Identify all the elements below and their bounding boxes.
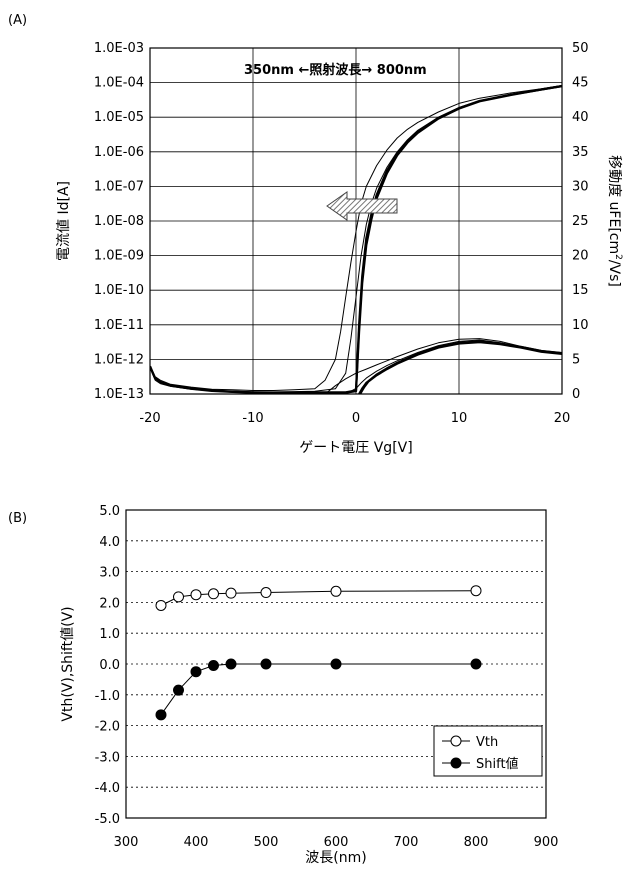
data-point-1 <box>191 667 201 677</box>
data-point-1 <box>209 661 219 671</box>
y-right-tick-label: 40 <box>572 110 589 125</box>
chart-a-ylabel-left: 電流値 Id[A] <box>56 181 72 261</box>
y-tick-label: -2.0 <box>95 720 120 735</box>
data-point-0 <box>191 590 201 600</box>
chart-b-ylabel: Vth(V),Shift値(V) <box>60 606 76 721</box>
y-left-tick-label: 1.0E-11 <box>94 318 144 333</box>
y-right-tick-label: 50 <box>572 41 589 56</box>
data-point-0 <box>471 586 481 596</box>
series-line-1 <box>161 664 476 715</box>
panel-label-b: (B) <box>8 511 27 526</box>
y-right-tick-label: 0 <box>572 387 580 402</box>
y-tick-label: 1.0 <box>99 627 120 642</box>
x-tick-label: 300 <box>114 835 139 850</box>
y-left-tick-label: 1.0E-04 <box>94 76 144 91</box>
x-tick-label: 0 <box>352 411 360 426</box>
y-tick-label: -1.0 <box>95 689 120 704</box>
data-point-0 <box>331 586 341 596</box>
data-point-0 <box>261 588 271 598</box>
y-tick-label: 4.0 <box>99 535 120 550</box>
mobility-curve <box>360 342 562 394</box>
y-left-tick-label: 1.0E-03 <box>94 41 144 56</box>
x-tick-label: 20 <box>554 411 571 426</box>
y-left-tick-label: 1.0E-08 <box>94 214 144 229</box>
chart-a-xlabel: ゲート電圧 Vg[V] <box>299 440 412 456</box>
data-point-1 <box>156 710 166 720</box>
legend-marker <box>451 736 461 746</box>
y-right-tick-label: 35 <box>572 145 589 160</box>
x-tick-label: -20 <box>139 411 160 426</box>
panel-label-a: (A) <box>8 13 27 28</box>
y-left-tick-label: 1.0E-12 <box>94 352 144 367</box>
data-point-0 <box>174 592 184 602</box>
y-tick-label: -5.0 <box>95 812 120 827</box>
y-right-tick-label: 30 <box>572 179 589 194</box>
y-tick-label: -4.0 <box>95 781 120 796</box>
x-tick-label: 700 <box>394 835 419 850</box>
shift-arrow-icon <box>327 192 397 220</box>
y-left-tick-label: 1.0E-05 <box>94 110 144 125</box>
data-point-1 <box>226 659 236 669</box>
x-tick-label: 800 <box>464 835 489 850</box>
data-point-0 <box>209 589 219 599</box>
y-right-tick-label: 10 <box>572 318 589 333</box>
chart-a-ylabel-right: 移動度 uFE[cm2/Vs] <box>606 155 623 287</box>
data-point-1 <box>174 685 184 695</box>
y-right-tick-label: 20 <box>572 249 589 264</box>
legend-entry: Shift値 <box>476 756 519 772</box>
data-point-1 <box>261 659 271 669</box>
y-right-tick-label: 15 <box>572 283 589 298</box>
y-tick-label: 0.0 <box>99 658 120 673</box>
chart-a-annotation: 350nm ←照射波長→ 800nm <box>244 62 427 78</box>
x-tick-label: 600 <box>324 835 349 850</box>
data-point-1 <box>471 659 481 669</box>
y-tick-label: 2.0 <box>99 596 120 611</box>
y-left-tick-label: 1.0E-13 <box>94 387 144 402</box>
y-left-tick-label: 1.0E-09 <box>94 249 144 264</box>
y-right-tick-label: 25 <box>572 214 589 229</box>
y-left-tick-label: 1.0E-10 <box>94 283 144 298</box>
data-point-1 <box>331 659 341 669</box>
y-left-tick-label: 1.0E-07 <box>94 179 144 194</box>
x-tick-label: 500 <box>254 835 279 850</box>
y-right-tick-label: 5 <box>572 352 580 367</box>
x-tick-label: -10 <box>242 411 263 426</box>
y-tick-label: -3.0 <box>95 750 120 765</box>
data-point-0 <box>226 588 236 598</box>
y-left-tick-label: 1.0E-06 <box>94 145 144 160</box>
x-tick-label: 10 <box>451 411 468 426</box>
y-tick-label: 3.0 <box>99 566 120 581</box>
legend-marker <box>451 758 461 768</box>
chart-b-xlabel: 波長(nm) <box>305 850 366 866</box>
x-tick-label: 900 <box>534 835 559 850</box>
y-tick-label: 5.0 <box>99 504 120 519</box>
data-point-0 <box>156 600 166 610</box>
y-right-tick-label: 45 <box>572 76 589 91</box>
x-tick-label: 400 <box>184 835 209 850</box>
legend-entry: Vth <box>476 735 498 750</box>
